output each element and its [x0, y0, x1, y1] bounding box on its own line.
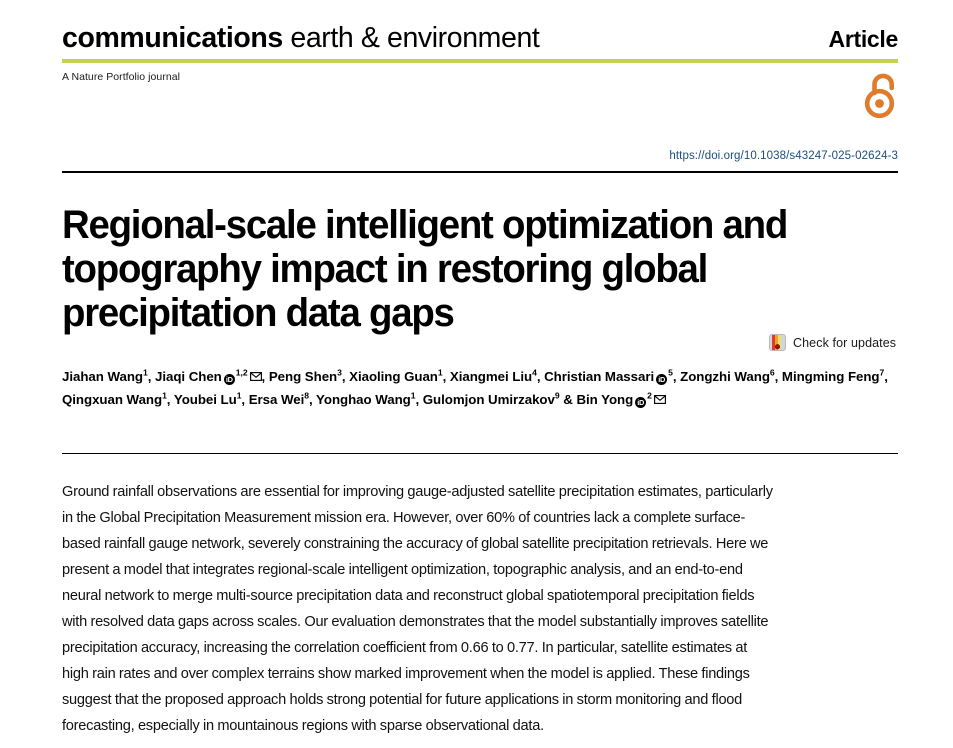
author-entry: Zongzhi Wang6 [680, 367, 775, 384]
author-entry: Yonghao Wang1 [316, 390, 416, 407]
journal-title-bold: communications [62, 22, 283, 54]
article-type-label: Article [828, 26, 899, 52]
author-separator: , [341, 369, 350, 384]
author-entry: Peng Shen3 [268, 367, 342, 384]
author-separator: , [415, 391, 423, 407]
author-list: Jiahan Wang1, Jiaqi Chen iD1,2, Peng Shen… [62, 366, 912, 411]
author-affiliation-superscript: 7 [879, 367, 885, 378]
author-affiliation-superscript: 8 [304, 390, 309, 401]
author-entry: Xiaoling Guan1 [349, 367, 443, 384]
author-name: Youbei Lu [173, 391, 237, 407]
author-name: Xiaoling Guan [349, 369, 438, 384]
author-name: Mingming Feng [781, 369, 880, 384]
author-name: Christian Massari [544, 369, 655, 384]
journal-masthead: communications earth & environment Artic… [62, 22, 899, 83]
envelope-icon[interactable] [653, 389, 666, 404]
author-name: Xiangmei Liu [449, 369, 533, 384]
author-entry: Youbei Lu1 [173, 390, 242, 407]
author-name: Yonghao Wang [316, 391, 411, 407]
title-divider [62, 171, 898, 173]
author-affiliation-superscript: 4 [532, 367, 537, 378]
envelope-icon[interactable] [249, 366, 262, 381]
author-separator: , [308, 391, 317, 407]
journal-title: communications earth & environment [62, 22, 540, 54]
check-for-updates[interactable]: Check for updates [769, 334, 896, 351]
author-affiliation-superscript: 1,2 [235, 367, 248, 378]
author-entry: Gulomjon Umirzakov9 [422, 390, 560, 407]
author-separator: , [442, 369, 450, 384]
crossmark-icon [769, 334, 786, 351]
author-entry: Ersa Wei8 [248, 390, 309, 407]
author-entry: Mingming Feng7 [781, 367, 885, 384]
author-affiliation-superscript: 5 [668, 367, 673, 378]
masthead-green-rule [62, 58, 898, 63]
author-affiliation-superscript: 3 [337, 367, 342, 378]
author-affiliation-superscript: 1 [162, 390, 167, 401]
open-access-icon [862, 70, 904, 120]
page-title: Regional-scale intelligent optimization … [62, 202, 788, 335]
author-affiliation-superscript: 1 [236, 390, 242, 401]
orcid-icon[interactable]: iD [656, 374, 668, 385]
author-name: Jiahan Wang [62, 369, 143, 384]
author-name: Ersa Wei [248, 391, 305, 407]
author-name: Jiaqi Chen [155, 369, 222, 384]
author-name: Zongzhi Wang [680, 369, 770, 384]
author-separator: , [536, 369, 545, 384]
author-affiliation-superscript: 9 [554, 390, 560, 401]
author-name: Peng Shen [268, 369, 338, 384]
orcid-icon[interactable]: iD [635, 396, 647, 408]
author-separator: , [884, 369, 888, 384]
author-name: Gulomjon Umirzakov [422, 391, 555, 407]
author-separator: & [559, 391, 577, 407]
author-entry: Jiahan Wang1 [62, 367, 148, 384]
author-affiliation-superscript: 1 [142, 367, 148, 378]
author-separator: , [261, 369, 269, 384]
doi-link[interactable]: https://doi.org/10.1038/s43247-025-02624… [669, 150, 898, 162]
author-entry: Jiaqi Chen iD1,2 [155, 366, 262, 385]
portfolio-line: A Nature Portfolio journal [62, 70, 181, 83]
masthead-row: communications earth & environment Artic… [62, 22, 899, 54]
author-separator: , [241, 391, 249, 407]
author-separator: , [147, 369, 155, 384]
abstract-text: Ground rainfall observations are essenti… [62, 483, 773, 734]
author-separator: , [672, 369, 681, 384]
journal-title-light: earth & environment [290, 22, 540, 54]
check-for-updates-label: Check for updates [793, 335, 897, 350]
author-affiliation-superscript: 2 [647, 390, 652, 401]
abstract-divider [62, 453, 898, 455]
author-name: Bin Yong [576, 391, 634, 407]
orcid-icon[interactable]: iD [223, 374, 235, 385]
author-affiliation-superscript: 6 [769, 367, 775, 378]
author-name: Qingxuan Wang [62, 391, 163, 407]
author-affiliation-superscript: 1 [410, 390, 416, 401]
author-entry: Qingxuan Wang1 [62, 390, 167, 407]
author-separator: , [774, 369, 782, 384]
author-entry: Christian Massari iD5 [544, 367, 673, 385]
author-entry: Xiangmei Liu4 [449, 367, 537, 384]
author-entry: Bin Yong iD2 [576, 389, 666, 408]
author-separator: , [166, 391, 174, 407]
author-affiliation-superscript: 1 [437, 367, 443, 378]
